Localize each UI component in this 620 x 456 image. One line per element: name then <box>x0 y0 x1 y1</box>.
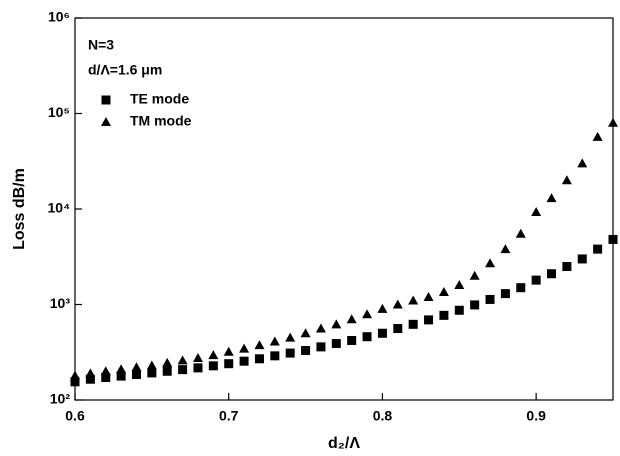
marker <box>500 244 511 254</box>
marker <box>331 319 342 329</box>
marker <box>208 361 218 371</box>
x-tick-label: 0.9 <box>526 408 546 424</box>
marker <box>454 280 465 290</box>
marker <box>470 300 480 310</box>
marker <box>347 335 357 345</box>
marker <box>515 228 526 238</box>
y-tick-label: 10³ <box>50 295 71 311</box>
marker <box>70 370 80 380</box>
marker <box>192 353 203 363</box>
marker <box>70 377 80 387</box>
marker <box>454 305 464 315</box>
legend-marker <box>101 117 111 126</box>
annotation: N=3 <box>88 37 114 53</box>
marker <box>393 324 403 334</box>
y-axis-label: Loss dB/m <box>11 168 28 250</box>
marker <box>547 269 557 279</box>
marker <box>239 356 249 366</box>
marker <box>392 299 403 309</box>
marker <box>178 365 188 375</box>
legend-label: TM mode <box>130 113 192 129</box>
marker <box>485 258 496 268</box>
marker <box>362 332 372 342</box>
marker <box>116 364 127 374</box>
marker <box>208 350 219 360</box>
marker <box>116 371 126 381</box>
marker <box>131 362 142 372</box>
marker <box>269 336 280 346</box>
marker <box>285 348 295 358</box>
marker <box>162 366 172 376</box>
marker <box>239 343 250 353</box>
marker <box>316 342 326 352</box>
marker <box>608 234 618 244</box>
marker <box>270 351 280 361</box>
marker <box>301 345 311 355</box>
legend-label: TE mode <box>130 91 189 107</box>
x-tick-label: 0.6 <box>65 408 85 424</box>
marker <box>177 355 188 365</box>
marker <box>577 158 588 168</box>
legend-marker <box>101 95 111 105</box>
marker <box>439 310 449 320</box>
marker <box>592 131 603 141</box>
y-tick-label: 10² <box>50 391 71 407</box>
marker <box>362 309 373 319</box>
marker <box>223 346 234 356</box>
marker <box>162 357 173 367</box>
x-axis-label: d₂/Λ <box>328 435 360 452</box>
x-tick-label: 0.7 <box>219 408 239 424</box>
marker <box>193 363 203 373</box>
marker <box>131 369 141 379</box>
y-tick-label: 10⁵ <box>48 104 70 120</box>
marker <box>424 315 434 325</box>
marker <box>377 303 388 313</box>
marker <box>531 275 541 285</box>
marker <box>254 354 264 364</box>
y-tick-label: 10⁶ <box>48 9 70 25</box>
marker <box>147 368 157 378</box>
annotation: d/Λ=1.6 μm <box>88 62 162 78</box>
y-tick-label: 10⁴ <box>48 200 71 216</box>
marker <box>331 339 341 349</box>
marker <box>224 359 234 369</box>
marker <box>85 368 96 378</box>
marker <box>562 261 572 271</box>
marker <box>100 366 111 376</box>
marker <box>485 294 495 304</box>
marker <box>469 270 480 280</box>
marker <box>408 295 419 305</box>
marker <box>346 314 357 324</box>
marker <box>285 332 296 342</box>
marker <box>300 328 311 338</box>
marker <box>608 117 618 127</box>
marker <box>438 287 449 297</box>
marker <box>423 291 434 301</box>
marker <box>531 207 542 217</box>
marker <box>254 340 265 350</box>
marker <box>377 328 387 338</box>
marker <box>561 175 572 185</box>
marker <box>546 193 557 203</box>
marker <box>577 254 587 264</box>
marker <box>516 283 526 293</box>
marker <box>408 319 418 329</box>
marker <box>146 360 157 370</box>
marker <box>500 289 510 299</box>
marker <box>315 323 326 333</box>
x-tick-label: 0.8 <box>373 408 393 424</box>
marker <box>101 373 111 383</box>
marker <box>593 244 603 254</box>
marker <box>85 374 95 384</box>
